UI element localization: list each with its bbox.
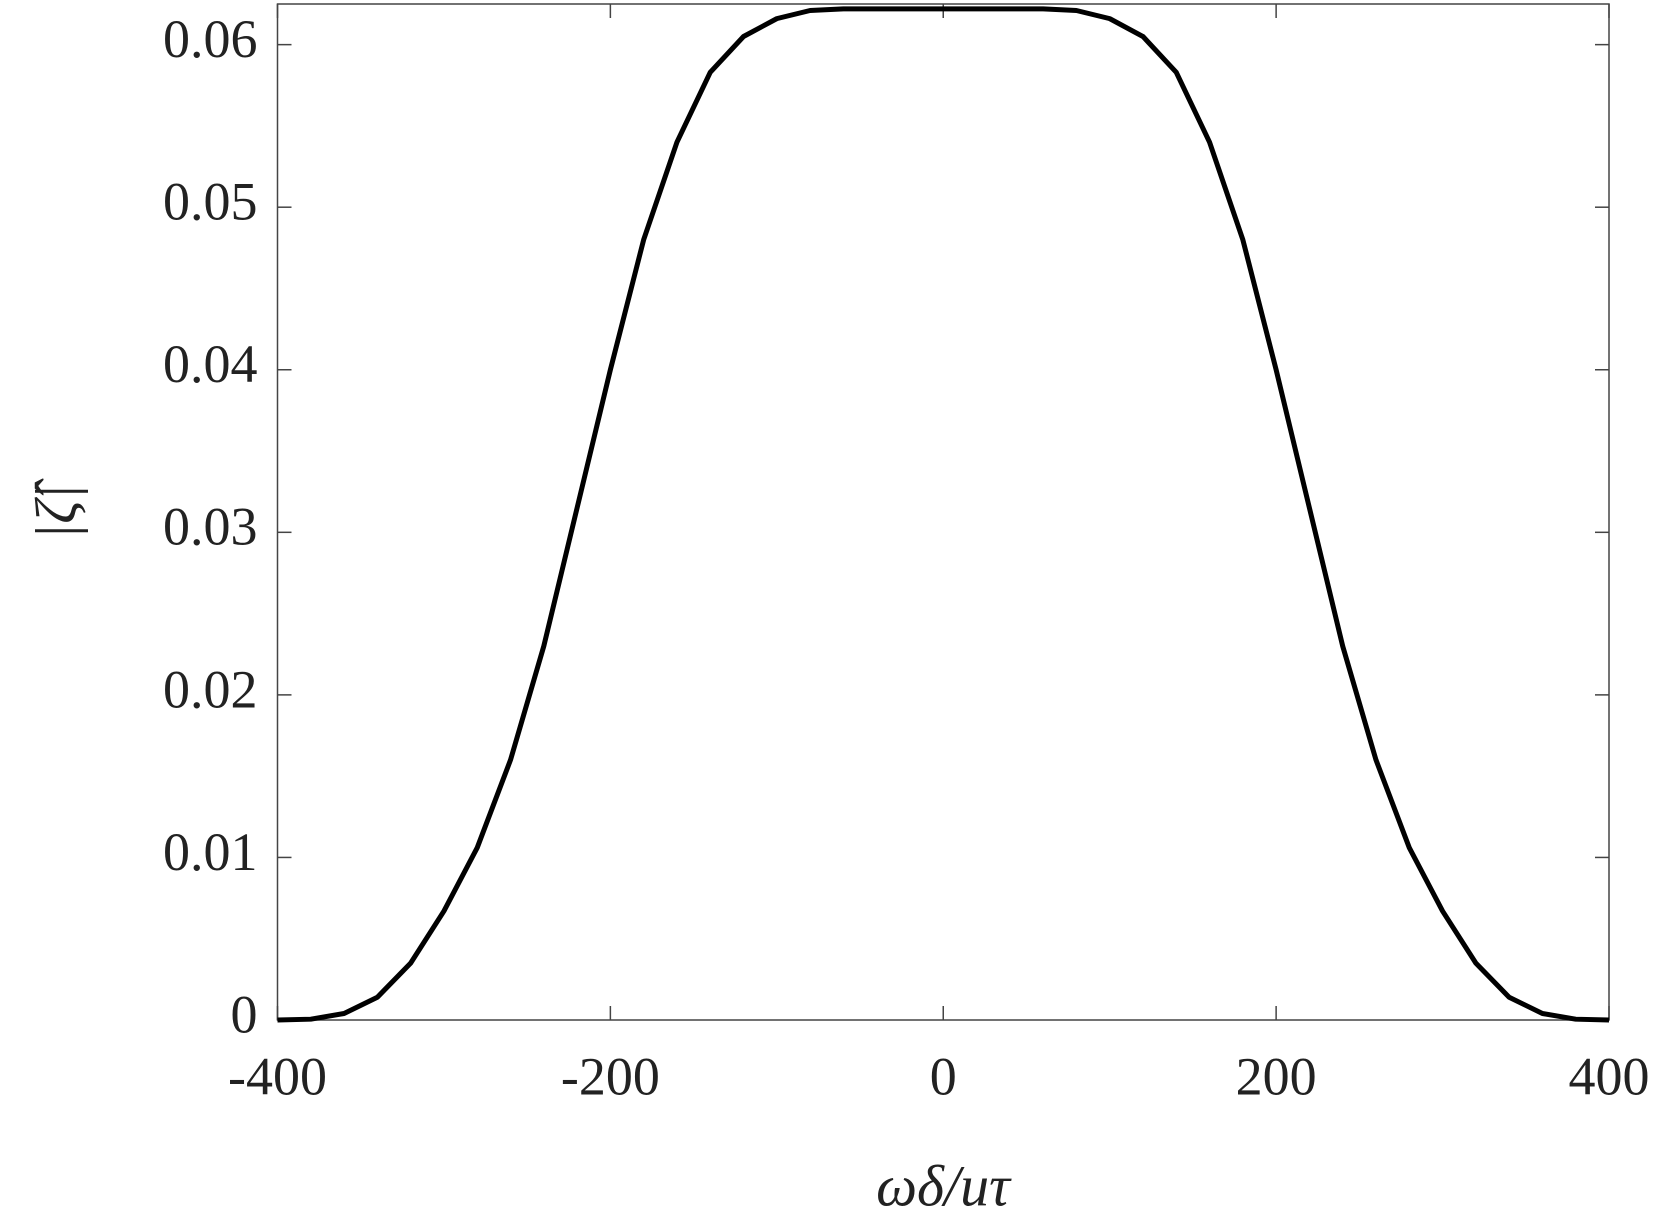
x-axis-label: ωδ/uτ (876, 1153, 1012, 1218)
y-tick-label: 0.06 (163, 9, 258, 69)
y-tick-label: 0.04 (163, 334, 258, 394)
x-tick-label: 0 (930, 1046, 957, 1106)
axes-box (276, 3, 1610, 1021)
y-axis-label: |ζ̂| (23, 478, 88, 539)
x-tick-label: 200 (1236, 1046, 1317, 1106)
x-tick-label: -400 (228, 1046, 327, 1106)
y-tick-label: 0.05 (163, 172, 258, 232)
data-line (277, 6, 1610, 1023)
y-tick-label: 0.02 (163, 659, 258, 719)
y-tick-label: 0.01 (163, 822, 258, 882)
y-tick-label: 0.03 (163, 497, 258, 557)
x-tick-label: 400 (1569, 1046, 1650, 1106)
x-tick-label: -200 (561, 1046, 660, 1106)
y-tick-label: 0 (231, 984, 258, 1044)
